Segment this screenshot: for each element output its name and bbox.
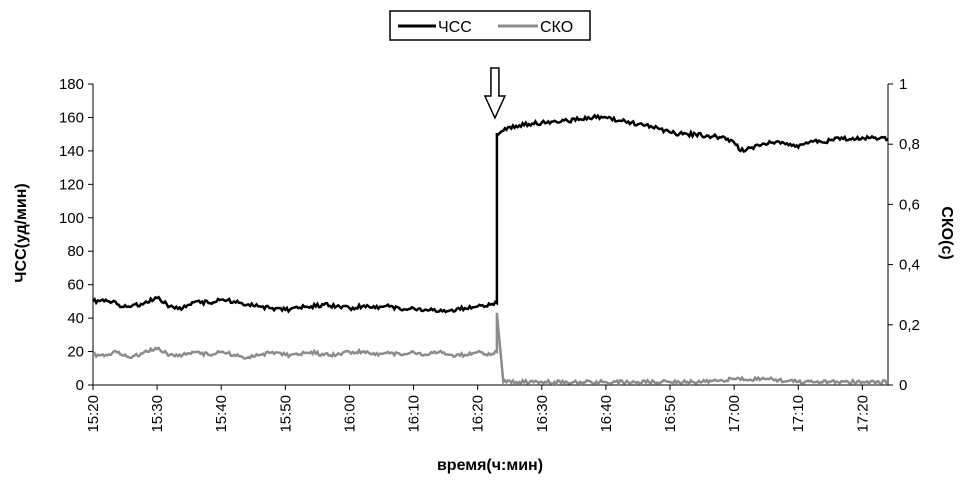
right-tick-label: 0,8 xyxy=(899,136,920,153)
x-tick-label: 17:20 xyxy=(854,395,871,433)
x-axis-title: время(ч:мин) xyxy=(437,457,543,474)
x-axis-ticks: 15:20 15:30 15:40 15:50 16:00 16:10 16:20 16:30… xyxy=(85,385,871,433)
right-axis-ticks: 0 0,2 0,4 0,6 0,8 1 xyxy=(888,76,920,394)
y-axis-title-left: ЧСС(уд/мин) xyxy=(13,183,30,282)
event-down-arrow xyxy=(483,67,507,120)
x-tick-label: 16:40 xyxy=(598,395,615,433)
right-tick-label: 0,4 xyxy=(899,257,920,274)
x-tick-label: 17:10 xyxy=(790,395,807,433)
left-tick-label: 180 xyxy=(59,76,84,93)
x-tick-label: 16:30 xyxy=(534,395,551,433)
x-tick-label: 15:50 xyxy=(277,395,294,433)
legend-label-hr: ЧСС xyxy=(438,19,472,36)
series-line-sd xyxy=(92,312,889,387)
x-tick-label: 16:50 xyxy=(662,395,679,433)
left-tick-label: 120 xyxy=(59,176,84,193)
x-tick-label: 16:00 xyxy=(341,395,358,433)
legend: ЧСС СКО xyxy=(389,10,591,41)
left-tick-label: 0 xyxy=(76,377,84,394)
series-line-hr xyxy=(92,113,889,314)
y-axis-title-right: СКО(с) xyxy=(938,206,955,259)
x-tick-label: 15:40 xyxy=(213,395,230,433)
legend-label-sd: СКО xyxy=(540,19,573,36)
left-tick-label: 140 xyxy=(59,143,84,160)
left-axis-ticks: 0 20 40 60 80 100 120 140 160 180 xyxy=(59,76,93,394)
left-tick-label: 80 xyxy=(67,243,84,260)
left-tick-label: 40 xyxy=(67,310,84,327)
left-tick-label: 100 xyxy=(59,210,84,227)
right-tick-label: 0,6 xyxy=(899,196,920,213)
x-tick-label: 17:00 xyxy=(726,395,743,433)
x-tick-label: 15:20 xyxy=(85,395,102,433)
left-tick-label: 60 xyxy=(67,277,84,294)
right-tick-label: 0,2 xyxy=(899,317,920,334)
left-tick-label: 160 xyxy=(59,109,84,126)
left-tick-label: 20 xyxy=(67,344,84,361)
right-tick-label: 1 xyxy=(899,76,907,93)
x-tick-label: 16:10 xyxy=(406,395,423,433)
x-tick-label: 15:30 xyxy=(149,395,166,433)
right-tick-label: 0 xyxy=(899,377,907,394)
x-tick-label: 16:20 xyxy=(470,395,487,433)
